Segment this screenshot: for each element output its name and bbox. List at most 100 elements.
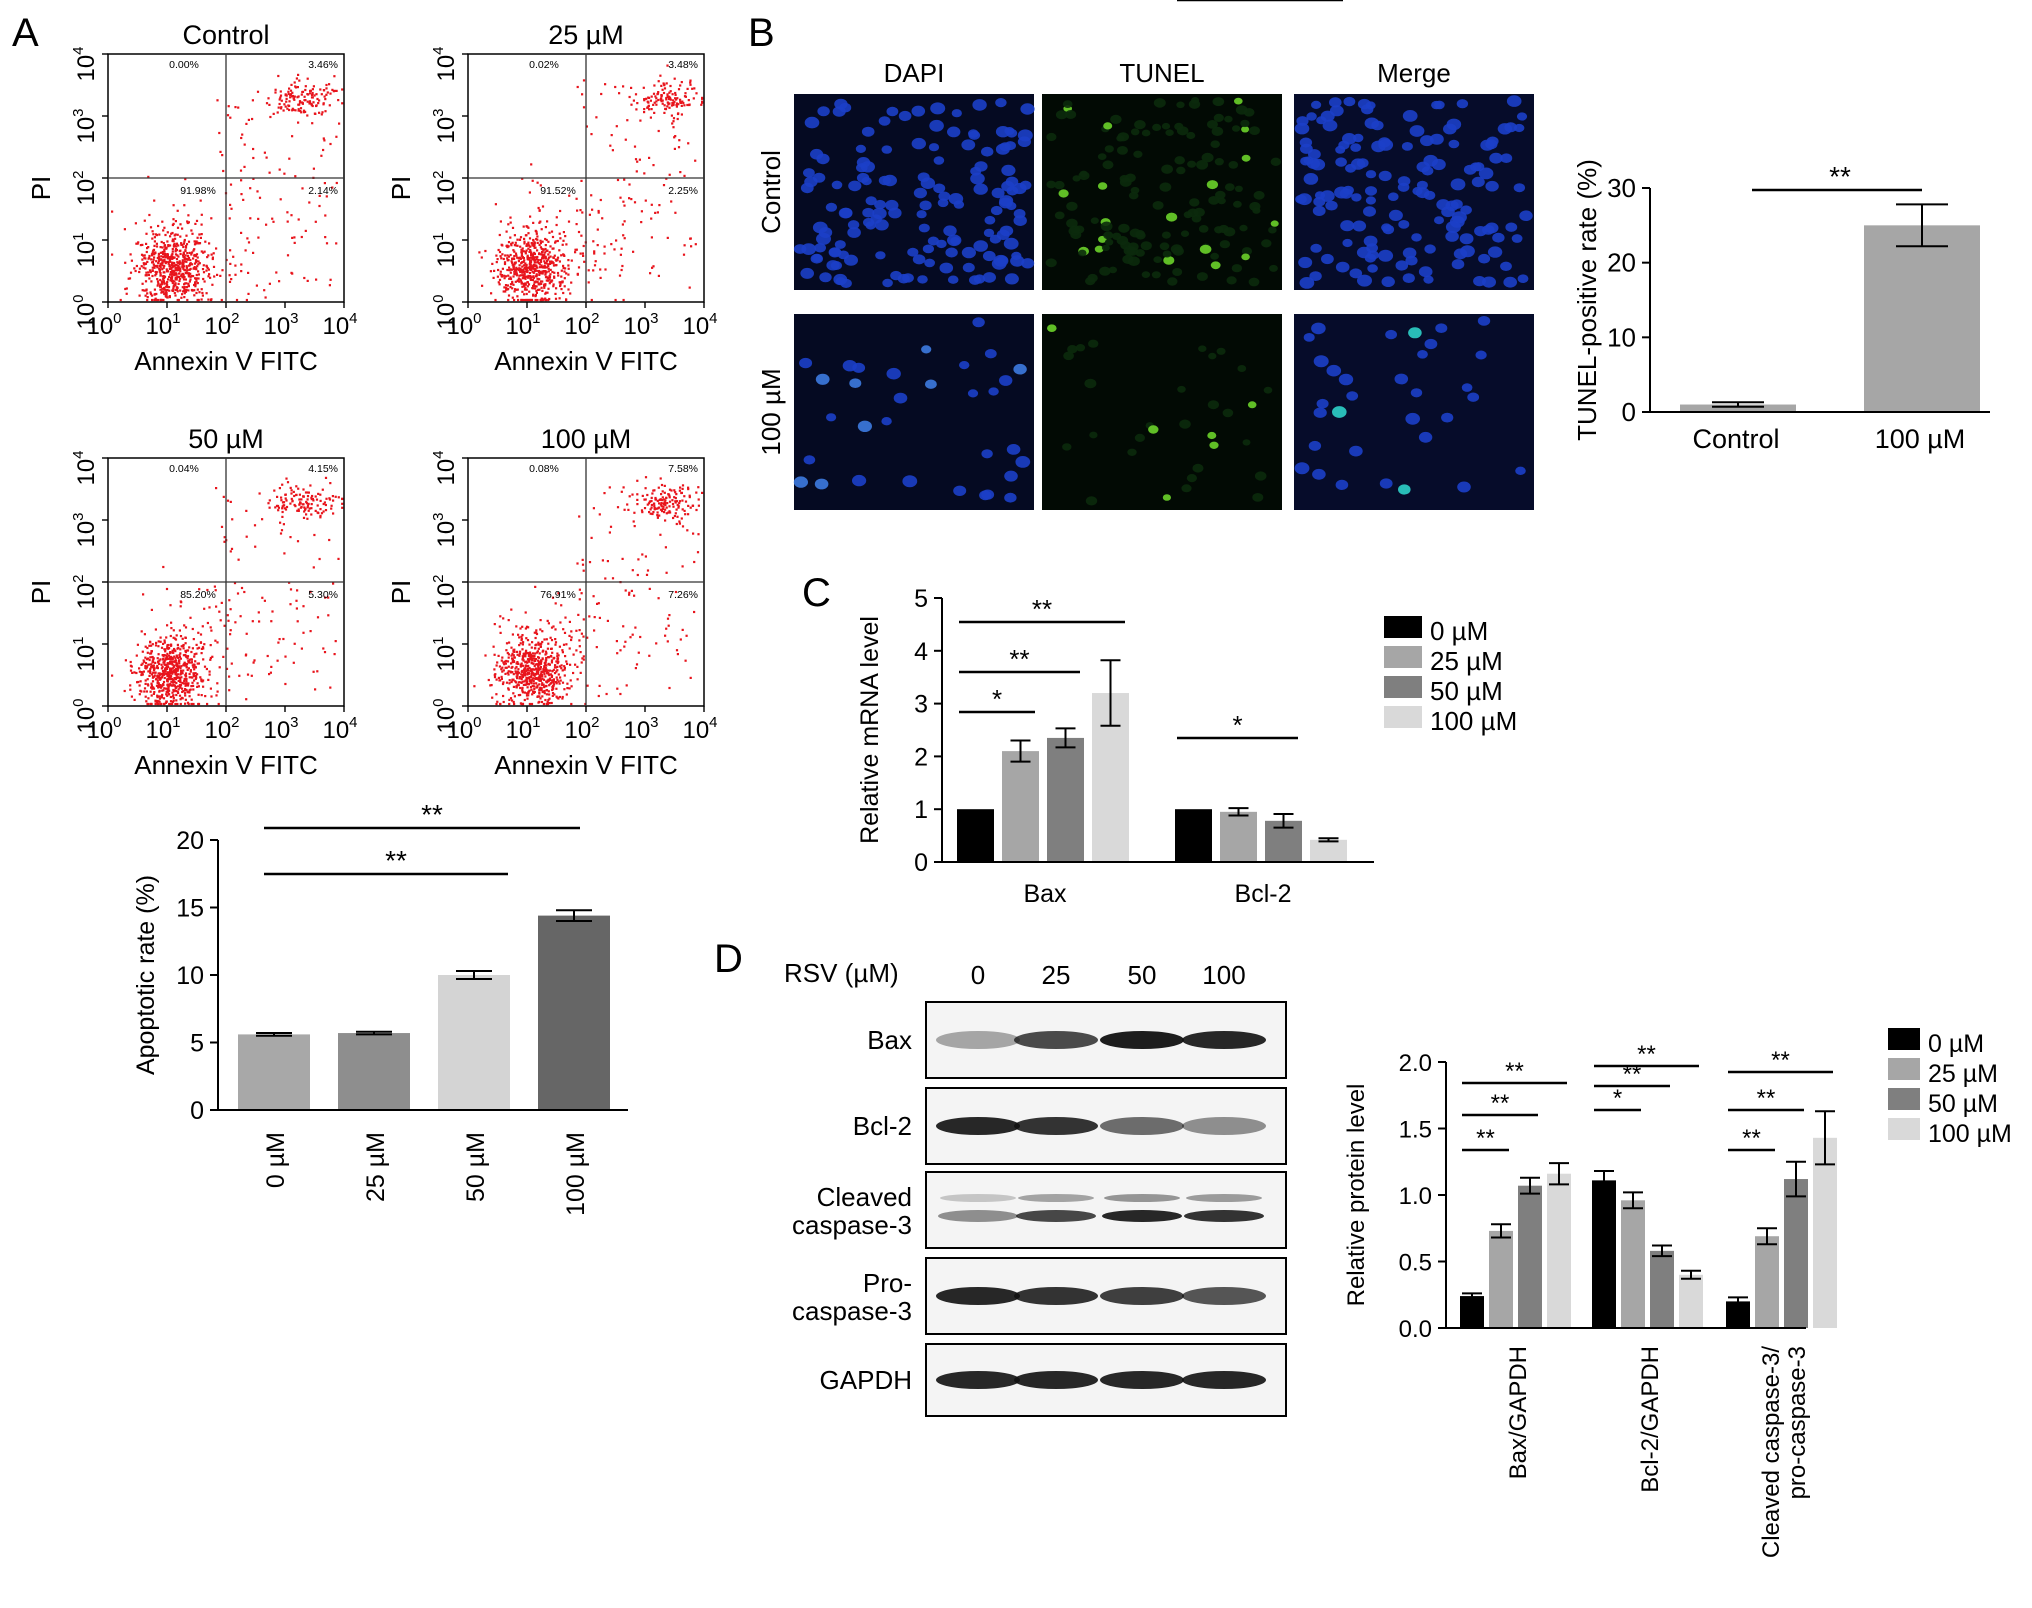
flow-dot [529, 686, 533, 689]
blot-band [1100, 1287, 1184, 1305]
flow-dot [551, 694, 554, 697]
cell-nucleus [907, 247, 919, 257]
flow-dot [644, 476, 648, 479]
flow-dot [549, 273, 552, 276]
flow-dot [543, 284, 546, 287]
flow-dot [521, 256, 524, 259]
flow-dot [570, 630, 573, 633]
flow-dot [530, 268, 533, 271]
cell-nucleus [1461, 383, 1473, 392]
flow-dot [509, 271, 512, 274]
cell-nucleus [1378, 170, 1392, 182]
flow-dot [521, 247, 524, 250]
flow-dot [597, 694, 600, 698]
flow-plot-title: 100 µM [541, 424, 632, 454]
flow-dot [562, 643, 566, 646]
y-tick-label: 15 [176, 895, 204, 923]
flow-dot [172, 287, 175, 290]
flow-dot [308, 102, 311, 105]
cell-nucleus [1117, 146, 1128, 155]
cell-nucleus [953, 485, 967, 496]
flow-dot [324, 509, 328, 512]
flow-dot [569, 663, 572, 666]
flow-dot [252, 177, 255, 180]
flow-dot [539, 258, 543, 262]
flow-dot [176, 664, 179, 667]
flow-dot [313, 533, 316, 537]
cell-nucleus [1116, 235, 1129, 246]
flow-dot [524, 252, 527, 255]
flow-dot [547, 253, 550, 256]
flow-dot [577, 266, 581, 269]
flow-dot [184, 245, 188, 248]
flow-dot [172, 666, 175, 669]
flow-dot [188, 689, 191, 692]
flow-dot [501, 656, 504, 659]
flow-dot [316, 97, 319, 101]
flow-dot [544, 272, 547, 275]
flow-dot [160, 672, 163, 675]
flow-dot [532, 271, 535, 274]
flow-dot [180, 296, 183, 299]
flow-dot [135, 242, 138, 245]
flow-dot [688, 103, 691, 107]
flow-dot [202, 277, 205, 281]
flow-dot [514, 241, 517, 244]
flow-dot [541, 289, 544, 292]
flow-dot [539, 645, 542, 648]
flow-dot [240, 231, 243, 234]
flow-dot [193, 675, 196, 678]
flow-dot [162, 266, 165, 269]
bar [1784, 1179, 1808, 1328]
flow-dot [539, 246, 542, 249]
flow-dot [146, 678, 149, 681]
micrograph-column-label: Merge [1377, 58, 1451, 88]
flow-dot [506, 651, 509, 655]
bar [1680, 404, 1796, 412]
flow-dot [539, 628, 542, 631]
flow-dot [174, 686, 177, 689]
flow-dot [196, 288, 199, 291]
cell-nucleus [819, 272, 832, 283]
flow-dot [182, 669, 185, 672]
flow-dot [325, 195, 328, 198]
flow-dot [188, 695, 191, 698]
flow-dot [538, 209, 541, 212]
flow-dot [650, 503, 653, 507]
cell-nucleus [993, 254, 1009, 267]
micrograph-image [1294, 314, 1534, 510]
flow-dot [688, 496, 691, 499]
flow-dot [529, 679, 532, 682]
flow-dot [533, 241, 536, 244]
flow-dot [290, 83, 293, 86]
flow-dot [164, 650, 167, 653]
flow-dot [530, 674, 533, 677]
flow-dot [306, 506, 309, 509]
quadrant-q4-label: 2.25% [668, 185, 698, 197]
cell-nucleus [925, 379, 937, 389]
flow-dot [512, 700, 515, 704]
flow-dot [550, 230, 554, 233]
flow-dot [650, 506, 653, 509]
flow-dot [678, 502, 681, 505]
flow-dot [534, 246, 537, 249]
flow-dot [648, 108, 651, 111]
flow-dot [283, 507, 286, 510]
flow-dot [191, 676, 194, 679]
flow-dot [158, 689, 161, 692]
flow-dot [333, 75, 336, 78]
x-tick-label: 0 µM [262, 1132, 290, 1188]
flow-dot [158, 662, 161, 665]
flow-dot [644, 199, 647, 202]
cell-nucleus [1445, 221, 1461, 233]
flow-dot [684, 500, 688, 503]
flow-dot [192, 672, 195, 675]
flow-dot [256, 190, 259, 193]
flow-dot [185, 688, 188, 692]
flow-dot [530, 672, 533, 675]
x-tick-label: 103 [623, 714, 658, 744]
flow-dot [538, 674, 541, 677]
flow-dot [548, 663, 551, 666]
flow-dot [622, 298, 625, 302]
cell-nucleus [1357, 274, 1372, 287]
